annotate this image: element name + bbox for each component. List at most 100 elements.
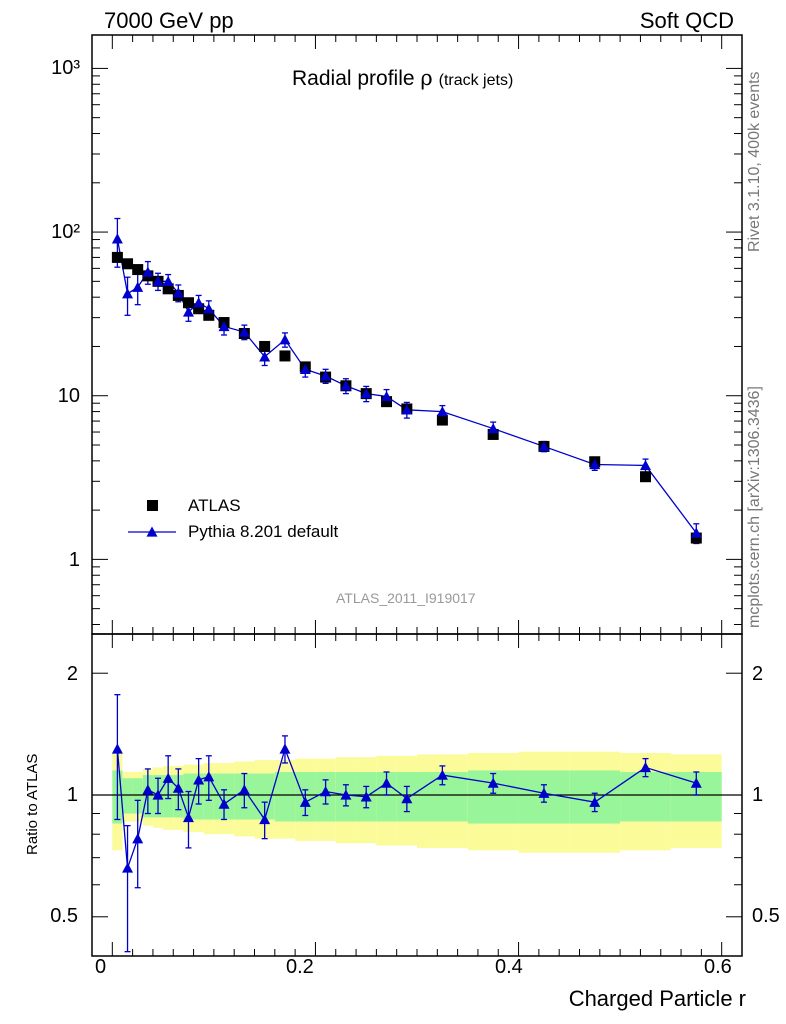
xtick-label-02: 0.2	[286, 956, 314, 978]
mc-series-line	[116, 238, 697, 534]
atlas-data-point	[381, 396, 393, 408]
mc-data-point	[487, 423, 499, 434]
mc-data-point	[538, 440, 550, 452]
ratio-series-line	[116, 746, 697, 869]
atlas-data-point	[279, 350, 291, 362]
atlas-data-point	[259, 340, 271, 352]
process-label: Soft QCD	[639, 8, 734, 33]
ratio-ytick-label-2-right: 2	[752, 663, 764, 685]
ratio-data-point	[436, 769, 448, 780]
main-ytick-label-10: 10	[57, 385, 80, 407]
main-ytick-label-1: 1	[68, 549, 80, 571]
ratio-band-inner-bin	[122, 778, 133, 814]
analysis-id: ATLAS_2011_I919017	[336, 590, 476, 606]
ratio-data-point	[360, 791, 372, 802]
main-panel-frame	[91, 34, 743, 635]
ratio-data-point	[193, 774, 205, 785]
ratio-data-point	[218, 798, 230, 809]
mc-data-point	[152, 275, 164, 287]
title-sub: (track jets)	[438, 72, 514, 89]
mc-data-point	[279, 334, 291, 345]
ratio-data-point	[111, 743, 123, 754]
legend-mc-marker	[146, 526, 158, 537]
ratio-data-point	[203, 771, 215, 782]
ratio-data-point	[132, 833, 144, 844]
ratio-band-inner-bin	[376, 771, 397, 822]
ratio-data-point	[299, 796, 311, 807]
legend-entry-pythia: Pythia 8.201 default	[188, 522, 339, 541]
ratio-band-inner-bin	[620, 771, 671, 822]
ratio-data-point	[142, 784, 154, 795]
mc-data-point	[640, 459, 652, 471]
ratio-data-point	[487, 777, 499, 788]
mc-data-point	[320, 370, 332, 381]
legend-entry-atlas: ATLAS	[188, 496, 241, 515]
mc-data-point	[218, 320, 230, 332]
mc-data-point	[182, 306, 194, 317]
ratio-uncertainty-band	[112, 751, 722, 853]
ratio-data-point	[122, 862, 134, 873]
atlas-data-point	[436, 414, 448, 426]
ratio-data-point	[320, 786, 332, 797]
atlas-data-point	[640, 471, 652, 483]
mc-data-point	[259, 351, 271, 362]
ratio-data-point	[401, 793, 413, 804]
mc-data-point	[142, 266, 154, 277]
main-panel-series	[111, 217, 702, 545]
ratio-data-point	[279, 743, 291, 754]
atlas-data-point	[111, 251, 123, 263]
xtick-label-04: 0.4	[495, 956, 523, 978]
ratio-data-point	[589, 796, 601, 807]
ratio-ytick-label-05-left: 0.5	[50, 905, 78, 927]
ratio-ytick-label-2-left: 2	[66, 663, 78, 685]
main-ytick-label-1000: 10³	[51, 57, 80, 79]
mc-data-point	[122, 288, 134, 299]
legend-markers	[128, 500, 176, 537]
mc-data-point	[436, 406, 448, 417]
ratio-data-point	[182, 811, 194, 823]
mc-data-point	[132, 281, 144, 292]
mc-data-point	[299, 363, 311, 374]
ratio-band-inner-bin	[132, 778, 143, 814]
ratio-data-point	[152, 789, 164, 800]
xtick-label-0: 0	[95, 956, 107, 978]
title-symbol: ρ	[420, 66, 433, 90]
mc-data-point	[401, 404, 413, 415]
mc-data-point	[360, 388, 372, 399]
ratio-ytick-label-05-right: 0.5	[752, 905, 780, 927]
mc-data-point	[238, 326, 250, 337]
xtick-label-06: 0.6	[704, 956, 732, 978]
ratio-data-point	[259, 813, 271, 825]
ratio-data-point	[238, 784, 250, 795]
ratio-data-point	[538, 787, 550, 798]
ratio-data-point	[640, 761, 652, 773]
ratio-data-point	[381, 777, 393, 788]
ratio-data-point	[172, 782, 184, 793]
atlas-data-point	[690, 532, 702, 544]
title-main: Radial profile	[292, 67, 421, 90]
ratio-data-point	[340, 789, 352, 800]
ratio-band-inner-bin	[274, 771, 296, 822]
atlas-data-point	[162, 283, 174, 295]
mc-data-point	[203, 303, 215, 314]
legend-atlas-marker	[147, 500, 158, 511]
plot-title: Radial profile ρ (track jets)	[292, 66, 513, 91]
mc-data-point	[340, 380, 352, 391]
ratio-data-point	[690, 777, 702, 788]
main-ytick-label-100: 10²	[51, 221, 80, 243]
atlas-data-point	[203, 309, 215, 321]
ratio-ylabel: Ratio to ATLAS	[24, 753, 41, 855]
mc-data-point	[193, 297, 205, 308]
atlas-data-point	[122, 258, 134, 270]
rivet-info: Rivet 3.1.10, 400k events	[746, 71, 763, 252]
mc-data-point	[381, 390, 393, 402]
atlas-data-point	[487, 428, 499, 440]
atlas-data-point	[182, 297, 194, 309]
beam-label: 7000 GeV pp	[104, 8, 234, 33]
mc-data-point	[172, 287, 184, 298]
ratio-ytick-label-1-right: 1	[752, 784, 764, 806]
ratio-ytick-label-1-left: 1	[66, 784, 78, 806]
site-info: mcplots.cern.ch [arXiv:1306.3436]	[746, 386, 763, 628]
mc-data-point	[111, 233, 123, 244]
